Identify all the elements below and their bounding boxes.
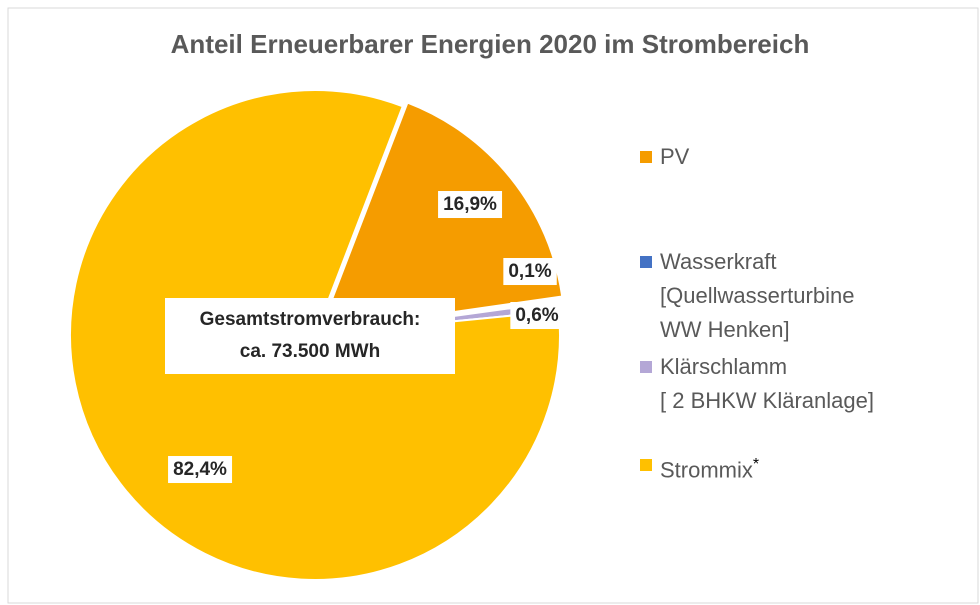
data-label: 0,6% (515, 305, 558, 326)
legend-item: Wasserkraft [Quellwasserturbine WW Henke… (640, 245, 854, 347)
data-label-box (503, 258, 557, 286)
legend-label: Strommix (660, 457, 753, 483)
legend-swatch (640, 459, 652, 471)
legend-item: Klärschlamm [ 2 BHKW Kläranlage] (640, 350, 874, 418)
data-label: 0,1% (508, 261, 551, 282)
data-label-box (510, 302, 564, 330)
data-label: 16,9% (443, 194, 497, 215)
footnote-mark: * (752, 456, 760, 473)
annotation-box (165, 298, 455, 374)
legend-label: Klärschlamm [ 2 BHKW Kläranlage] (660, 354, 874, 413)
annotation: ca. 73.500 MWh (240, 341, 380, 362)
legend-item: PV (640, 140, 689, 174)
data-label-box (168, 456, 233, 484)
annotation: Gesamtstromverbrauch: (200, 309, 421, 330)
data-label: 82,4% (173, 459, 227, 480)
legend-swatch (640, 361, 652, 373)
legend-swatch (640, 256, 652, 268)
data-label-box (438, 191, 503, 219)
legend-swatch (640, 151, 652, 163)
legend-label: PV (660, 144, 690, 169)
chart-title: Anteil Erneuerbarer Energien 2020 im Str… (171, 29, 810, 59)
legend-label: Wasserkraft [Quellwasserturbine WW Henke… (660, 249, 855, 342)
legend-item: Strommix* (640, 448, 759, 487)
